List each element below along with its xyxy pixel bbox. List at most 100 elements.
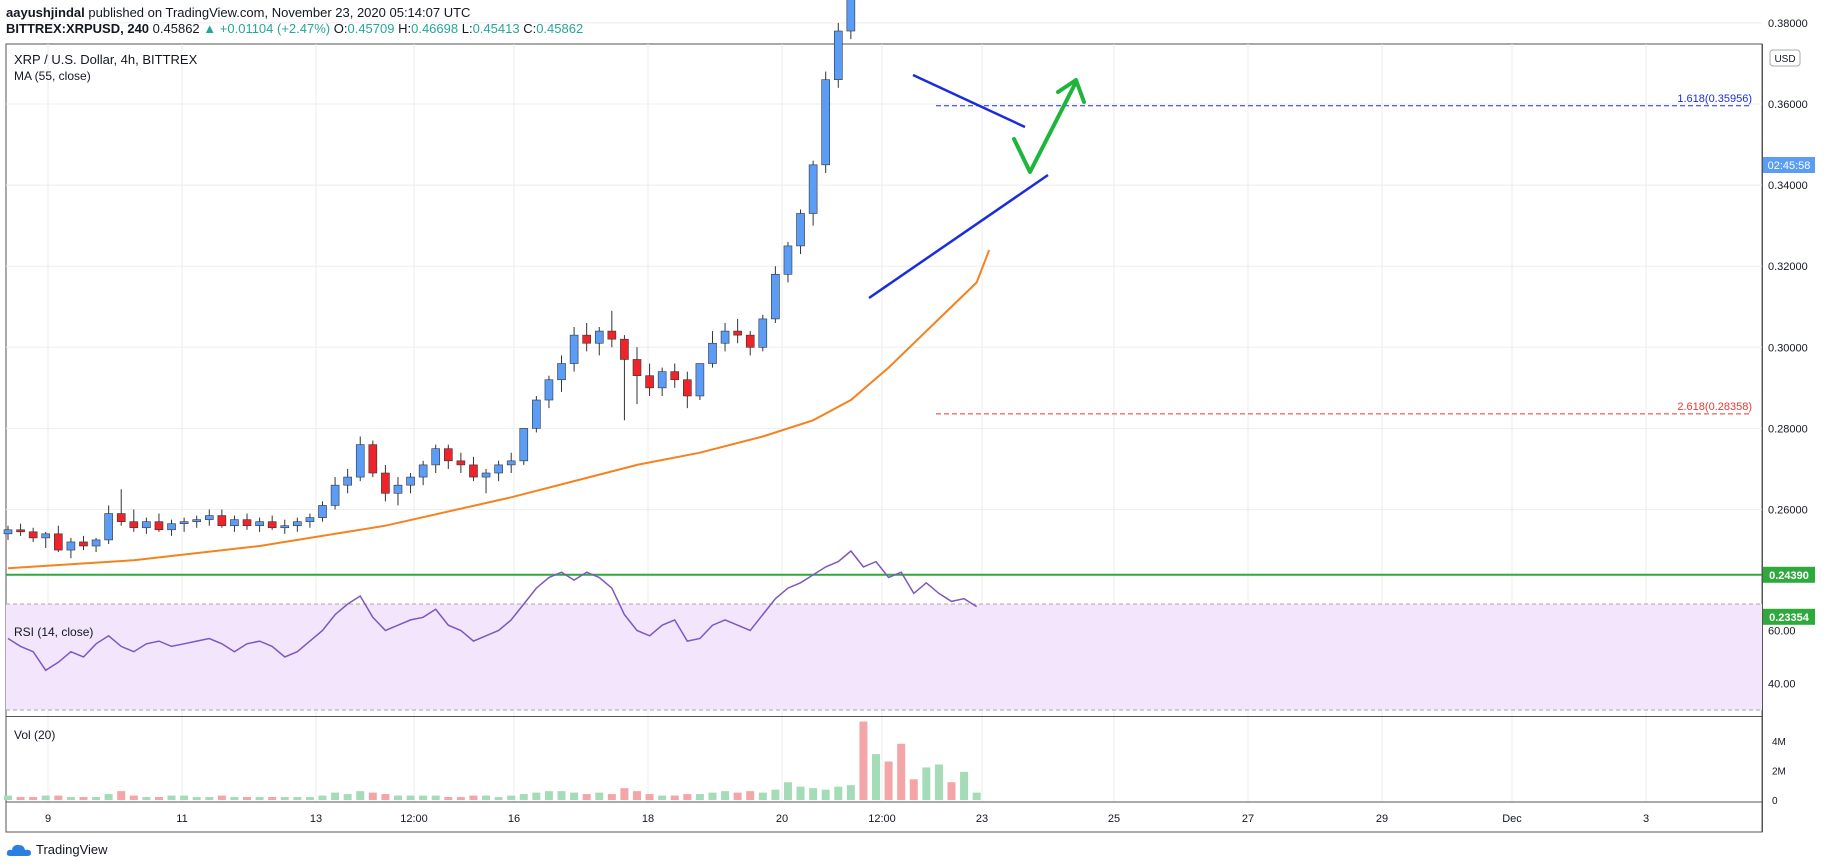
candle-down — [745, 334, 755, 348]
volume-bar — [783, 782, 792, 800]
volume-bar — [469, 795, 478, 800]
volume-bar — [544, 791, 553, 800]
candle-up — [808, 164, 818, 214]
candle-up — [695, 363, 705, 397]
time-tick-label: 23 — [976, 813, 988, 825]
high-label: H: — [398, 21, 412, 36]
candle-down — [129, 521, 139, 529]
time-tick-label: 27 — [1242, 813, 1254, 825]
volume-legend[interactable]: Vol (20) — [14, 728, 56, 742]
currency-label: USD — [1774, 54, 1795, 65]
candle-up — [91, 539, 101, 547]
volume-bar — [758, 792, 767, 800]
volume-bar — [796, 786, 805, 800]
candle-down — [381, 472, 390, 494]
volume-bar — [607, 794, 616, 800]
candle-up — [3, 529, 13, 535]
candle-up — [230, 519, 239, 527]
candle-up — [293, 521, 302, 527]
volume-bar — [280, 797, 289, 800]
rsi-legend[interactable]: RSI (14, close) — [14, 625, 94, 639]
candle-up — [355, 444, 365, 478]
volume-bar — [217, 795, 226, 800]
open-value: 0.45709 — [347, 21, 395, 36]
candle-up — [796, 213, 805, 247]
candle-down — [620, 338, 629, 360]
volume-bar — [393, 795, 402, 800]
price-change: ▲ +0.01104 (+2.47%) — [203, 21, 331, 36]
volume-bar — [356, 791, 365, 800]
price-tag-box — [1763, 608, 1815, 625]
candle-up — [305, 517, 315, 522]
candle-up — [494, 464, 503, 474]
volume-bar — [934, 764, 943, 800]
volume-bar — [746, 791, 755, 800]
candle-down — [368, 444, 378, 474]
candle-down — [733, 330, 742, 336]
volume-bar — [595, 792, 604, 800]
candle-down — [79, 541, 88, 547]
price-tick-label: 0.32000 — [1768, 261, 1808, 273]
volume-bar — [104, 794, 113, 800]
volume-bar — [947, 782, 956, 800]
candle-down — [456, 460, 466, 466]
candle-down — [683, 379, 692, 397]
candle-down — [267, 521, 277, 529]
candle-up — [481, 472, 491, 478]
volume-tick-label: 0 — [1772, 796, 1778, 807]
time-tick-label: 12:00 — [400, 813, 428, 825]
candle-up — [393, 484, 403, 494]
author-name[interactable]: aayushjindal — [6, 5, 85, 20]
price-tick-label: 0.30000 — [1768, 342, 1808, 354]
candle-down — [443, 448, 453, 462]
candle-up — [720, 330, 730, 344]
candle-down — [242, 519, 252, 527]
symbol-label: BITTREX:XRPUSD, 240 — [6, 21, 150, 36]
triangle-lower-line — [868, 173, 1049, 300]
tradingview-logo[interactable]: TradingView — [6, 842, 108, 857]
volume-bar — [368, 792, 377, 800]
time-tick-label: 11 — [176, 813, 187, 825]
candle-up — [66, 541, 76, 551]
volume-bar — [507, 795, 516, 800]
volume-bar — [909, 779, 918, 800]
volume-bar — [846, 785, 855, 800]
ma-legend[interactable]: MA (55, close) — [14, 69, 91, 83]
candle-down — [469, 464, 478, 478]
volume-bar — [683, 794, 692, 800]
candle-up — [771, 274, 780, 320]
volume-bar — [708, 792, 717, 800]
currency-badge[interactable] — [1769, 49, 1801, 67]
volume-bar — [519, 794, 528, 800]
cloud-icon — [6, 844, 32, 856]
timer-box — [1763, 157, 1815, 173]
volume-bar — [41, 795, 50, 800]
volume-tick-label: 2M — [1772, 766, 1786, 777]
candle-down — [16, 529, 25, 533]
volume-bar — [872, 754, 881, 800]
candle-up — [255, 521, 264, 527]
volume-bar — [960, 771, 969, 800]
volume-bar — [318, 795, 327, 800]
volume-bar — [582, 794, 591, 800]
close-value: 0.45862 — [536, 21, 584, 36]
volume-bar — [92, 797, 101, 800]
time-tick-label: 25 — [1108, 813, 1120, 825]
volume-bar — [243, 797, 252, 800]
price-chart[interactable]: 0(0.48248)0.236(0.46455)0.5(0.44450)0.61… — [0, 0, 1828, 838]
volume-bar — [834, 786, 843, 800]
open-label: O: — [333, 21, 348, 36]
time-tick-label: 13 — [310, 813, 322, 825]
candle-up — [104, 513, 113, 541]
volume-bar — [192, 797, 201, 800]
rsi-band — [6, 604, 1762, 710]
volume-bar — [406, 795, 415, 800]
candle-up — [519, 428, 529, 462]
volume-bar — [154, 797, 163, 800]
low-label: L: — [461, 21, 473, 36]
rsi-line — [7, 549, 978, 672]
high-value: 0.46698 — [411, 21, 459, 36]
time-tick-label: 9 — [45, 813, 51, 825]
candle-up — [544, 379, 554, 401]
volume-bar — [658, 795, 667, 800]
